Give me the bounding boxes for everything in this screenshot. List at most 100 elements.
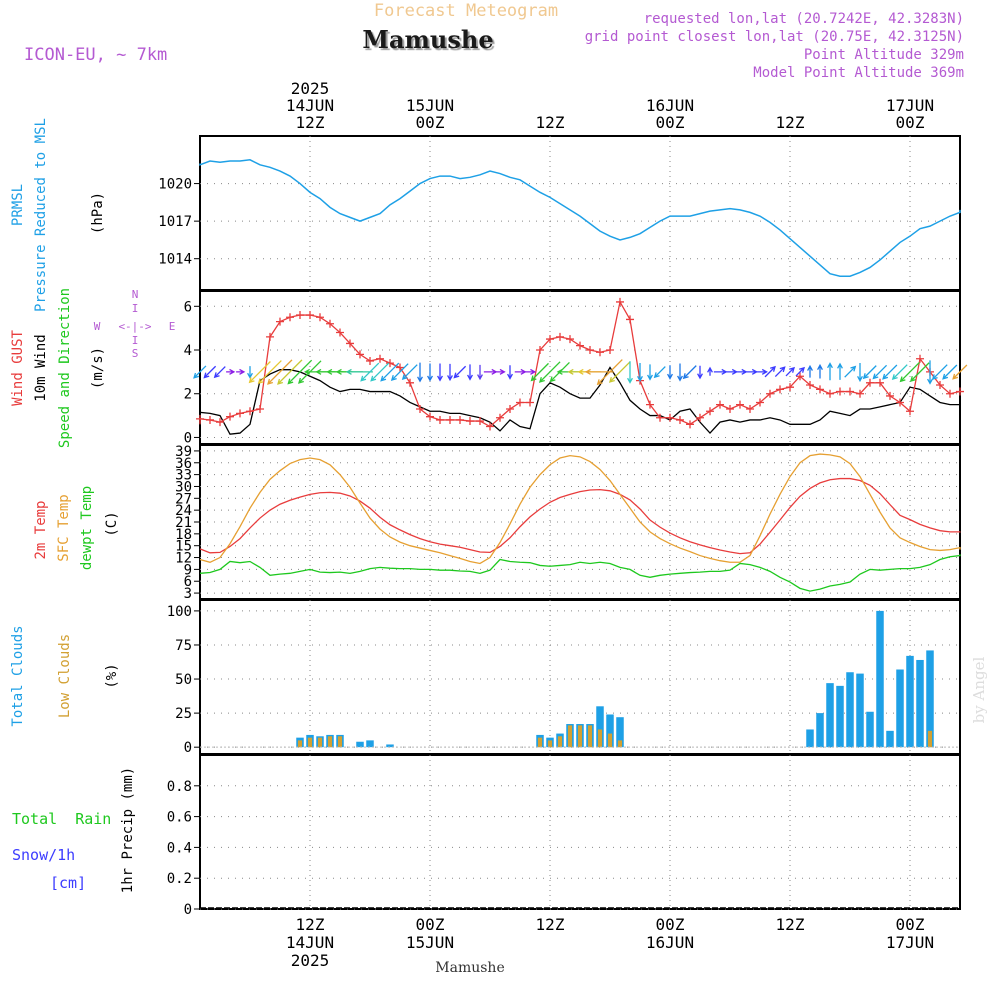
gust-marker (706, 407, 714, 416)
gust-marker (446, 415, 454, 424)
wind-arrow (203, 365, 217, 379)
bottom-time-label: 14JUN (286, 933, 334, 952)
wind-arrow (525, 368, 537, 375)
gust-marker (396, 363, 404, 372)
gust-marker (196, 414, 204, 423)
precip-ytick-label: 0.4 (167, 840, 192, 856)
gust-marker (506, 405, 514, 414)
gust-marker (476, 417, 484, 426)
wind-arrow (417, 362, 423, 383)
total-cloud-bar (826, 683, 834, 748)
gust-marker (236, 409, 244, 418)
wind-arrow (764, 365, 776, 378)
wind10-label: 10m Wind (33, 334, 49, 401)
wind-arrow (837, 362, 843, 380)
gust-marker (286, 313, 294, 322)
grid-point-coords: grid point closest lon,lat (20.75E, 42.3… (585, 29, 964, 45)
wind-arrow (380, 362, 400, 382)
pressure-desc-label: Pressure Reduced to MSL (33, 118, 49, 312)
pressure-ytick-label: 1017 (158, 214, 192, 230)
subtitle: Forecast Meteogram (374, 1, 558, 21)
gust-marker (356, 350, 364, 359)
compass-rose: N I W <-|-> E I S (94, 288, 176, 360)
top-time-label: 15JUN (406, 96, 454, 115)
wind-arrow (785, 366, 795, 377)
wind-arrow (872, 364, 888, 380)
precip-axis-label: 1hr Precip (mm) (120, 767, 136, 893)
precip-labels: Total Rain Snow/1h [cm] 1hr Precip (mm) (12, 767, 136, 893)
temp-ytick-label: 21 (175, 515, 192, 531)
temp-ytick-label: 39 (175, 444, 192, 460)
prmsl-line (199, 159, 961, 277)
low-cloud-bar (547, 740, 553, 748)
total-cloud-bar (846, 672, 854, 748)
top-time-label: 17JUN (886, 96, 934, 115)
temp-ytick-label: 33 (175, 468, 192, 484)
gust-marker (666, 413, 674, 422)
wind-arrow (952, 364, 968, 380)
wind-arrow (927, 360, 933, 385)
gust-marker (426, 412, 434, 421)
requested-coords: requested lon,lat (20.7242E, 42.3283N) (644, 11, 964, 27)
wind-arrow (677, 363, 683, 382)
pressure-frame (199, 135, 961, 291)
precip-ytick-label: 0.8 (167, 779, 192, 795)
total-cloud-bar (596, 706, 604, 748)
gust-marker (736, 400, 744, 409)
compass-ew: <-|-> (118, 320, 151, 333)
gust-marker (556, 332, 564, 341)
wind-arrow (437, 363, 443, 382)
snow-label: Snow/1h (12, 846, 75, 864)
gust-marker (786, 383, 794, 392)
wind-arrow (453, 365, 467, 379)
wind-arrow (427, 363, 433, 382)
gust-marker (326, 319, 334, 328)
bottom-time-label: 2025 (291, 951, 330, 970)
precip-ytick-label: 0.6 (167, 810, 192, 826)
compass-ns-top: I (132, 302, 139, 315)
gust-marker (206, 415, 214, 424)
wind-arrow (530, 362, 549, 382)
wind-arrow (477, 364, 483, 381)
low-cloud-bar (317, 737, 323, 748)
gust-line (199, 300, 961, 428)
gust-marker (886, 391, 894, 400)
wind-ytick-label: 6 (184, 299, 192, 315)
temp-ytick-label: 18 (175, 527, 192, 543)
wind-arrow (345, 368, 373, 375)
gust-marker (776, 385, 784, 394)
bottom-time-label: 12Z (536, 915, 565, 934)
bottom-time-label: 12Z (296, 915, 325, 934)
gust-label: Wind GUST (10, 330, 26, 406)
compass-s: S (132, 347, 139, 360)
clouds-ytick-label: 100 (167, 604, 192, 620)
top-time-label: 12Z (776, 113, 805, 132)
bottom-time-label: 16JUN (646, 933, 694, 952)
precip-ytick-label: 0.2 (167, 871, 192, 887)
bottom-time-label: 15JUN (406, 933, 454, 952)
compass-ns-bottom: I (132, 334, 139, 347)
sfc-label: SFC Temp (56, 494, 72, 561)
total-cloud-bar (386, 744, 394, 748)
gust-marker (756, 398, 764, 407)
total-cloud-bar (896, 669, 904, 748)
bottom-time-label: 17JUN (886, 933, 934, 952)
compass-n: N (132, 288, 139, 301)
wind-arrow (370, 362, 390, 382)
wind-arrow (667, 365, 673, 380)
low-cloud-bar (927, 730, 933, 748)
low-cloud-bar (587, 725, 593, 748)
gust-marker (436, 415, 444, 424)
top-time-label: 12Z (296, 113, 325, 132)
wind-ytick-label: 0 (184, 430, 192, 446)
gust-marker (816, 385, 824, 394)
rain-label: Total Rain (12, 810, 111, 828)
wind-arrow (287, 359, 313, 385)
wind-arrow (637, 363, 643, 383)
low-cloud-bar (337, 736, 343, 748)
gust-marker (516, 398, 524, 407)
wind-arrow (447, 363, 453, 382)
clouds-ytick-label: 75 (175, 638, 192, 654)
wind-arrow (193, 365, 207, 379)
